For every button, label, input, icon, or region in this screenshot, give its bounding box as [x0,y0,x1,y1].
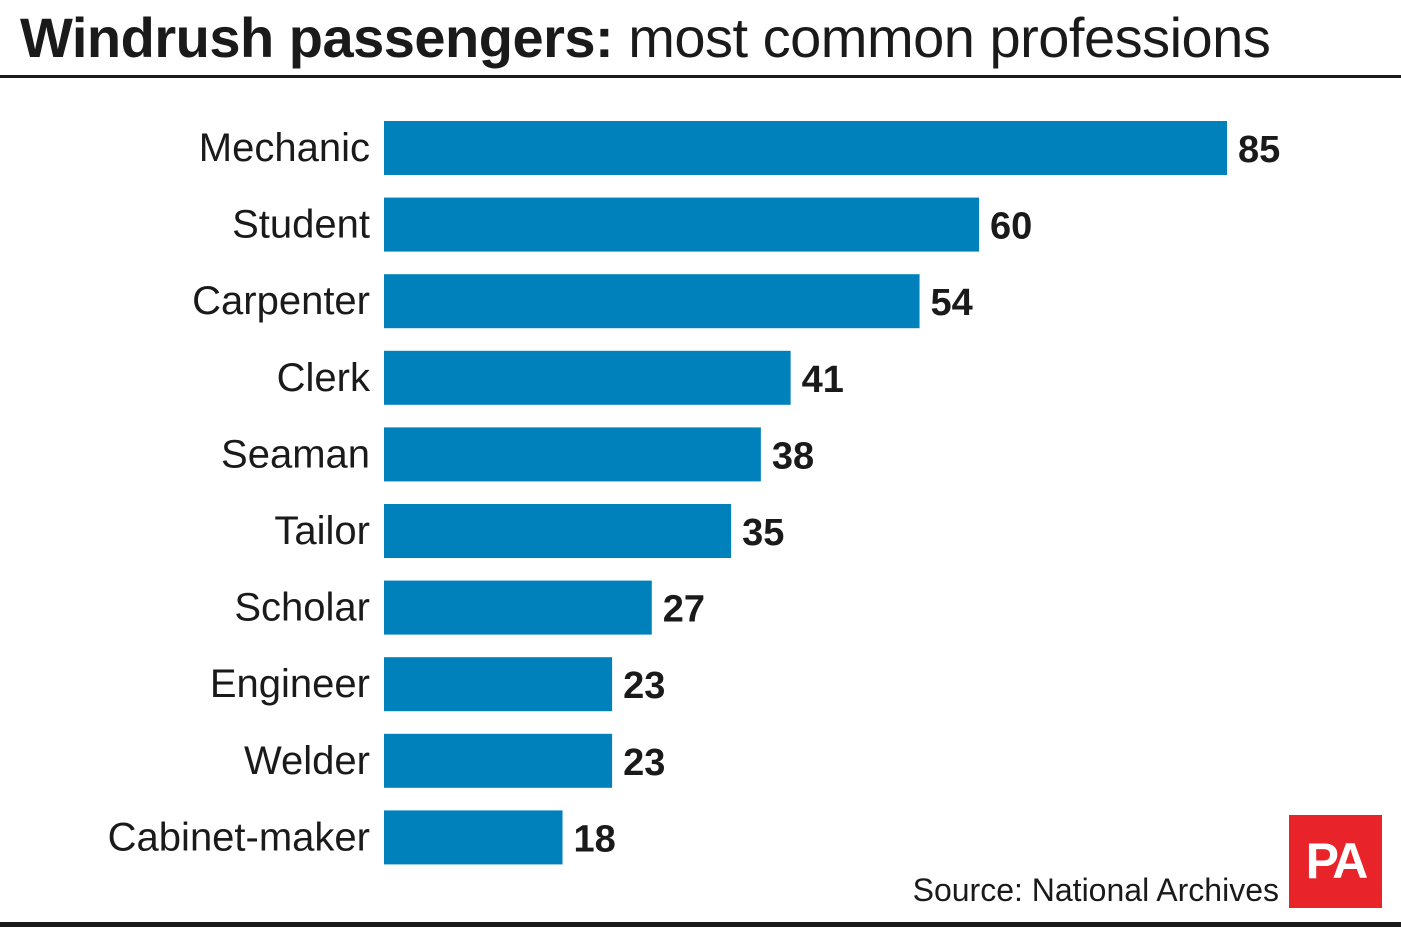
page-title: Windrush passengers: most common profess… [20,2,1271,74]
value-label: 23 [623,742,665,784]
category-label: Engineer [210,662,370,706]
value-label: 85 [1238,129,1280,171]
category-label: Mechanic [199,126,370,170]
value-label: 18 [574,818,616,860]
top-rule [0,75,1401,78]
category-label: Clerk [277,356,371,400]
bar-cabinet-maker [384,810,563,865]
bottom-rule [0,922,1401,927]
bar-seaman [384,427,761,482]
bar-mechanic [384,121,1227,175]
bar-scholar [384,580,652,635]
value-label: 60 [990,206,1032,248]
category-label: Carpenter [192,279,370,323]
category-label: Student [232,203,370,247]
pa-logo: PA [1289,815,1382,908]
value-label: 23 [623,665,665,707]
title-rest: most common professions [628,6,1271,69]
bar-clerk [384,350,791,405]
bar-student [384,197,980,252]
bar-tailor [384,504,732,558]
bar-welder [384,733,613,788]
category-label: Cabinet-maker [108,815,370,859]
value-label: 38 [772,435,814,477]
value-label: 27 [663,589,705,631]
value-label: 54 [931,282,973,324]
title-bold: Windrush passengers: [20,6,614,69]
category-label: Tailor [274,509,370,553]
category-label: Scholar [234,586,370,630]
category-label: Welder [244,739,370,783]
value-label: 41 [802,359,844,401]
category-label: Seaman [221,432,370,476]
value-label: 35 [742,512,784,554]
source-note: Source: National Archives [912,872,1279,908]
bar-carpenter [384,274,920,329]
bar-engineer [384,657,613,712]
